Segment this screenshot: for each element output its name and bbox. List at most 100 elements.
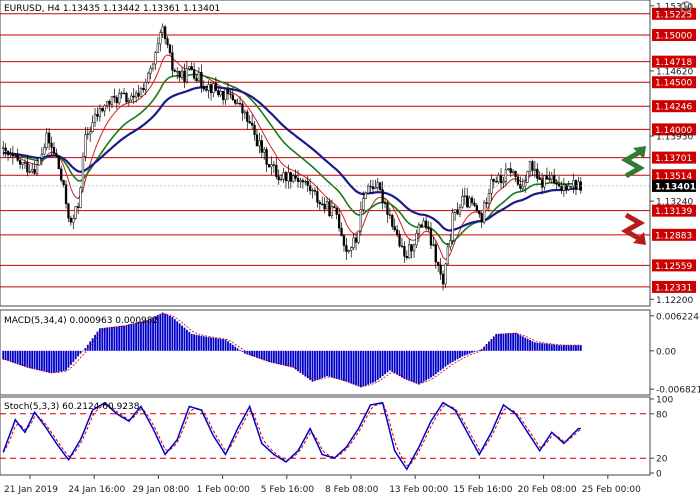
macd-bar: [265, 350, 268, 362]
macd-bar: [456, 350, 459, 360]
settings-icon[interactable]: [680, 1, 692, 13]
candle-body: [173, 69, 176, 72]
macd-bar: [108, 327, 111, 351]
macd-bar: [372, 350, 374, 383]
macd-bar: [405, 350, 408, 380]
stoch-tick-label: 20: [656, 455, 668, 465]
time-tick-label: 29 Jan 08:00: [132, 485, 189, 495]
macd-bar: [434, 350, 437, 375]
macd-bar: [171, 317, 174, 351]
candle-body: [550, 175, 553, 180]
candle-body: [144, 81, 147, 91]
macd-bar: [152, 317, 154, 351]
candle-body: [277, 176, 280, 181]
candle-body: [321, 203, 324, 205]
macd-bar: [31, 350, 34, 369]
macd-bar: [231, 344, 234, 351]
macd-bar: [292, 350, 295, 368]
macd-bar: [328, 350, 331, 377]
macd-bar: [251, 350, 254, 357]
macd-bar: [161, 312, 164, 351]
macd-bar: [227, 341, 229, 351]
macd-bar: [200, 335, 203, 351]
macd-bar: [111, 326, 113, 351]
macd-bar: [553, 344, 556, 351]
candle-body: [120, 92, 123, 95]
candle-body: [142, 88, 145, 91]
macd-bar: [560, 345, 563, 351]
macd-bar: [362, 350, 365, 387]
price-levels: 1.15225 1.15000 1.14718 1.14500 1.14246 1.140…: [0, 7, 696, 293]
macd-bar: [38, 350, 41, 371]
macd-bar: [16, 350, 19, 365]
candle-body: [202, 86, 205, 90]
macd-bar: [425, 350, 428, 381]
candle-body: [76, 206, 80, 208]
candle-body: [424, 220, 428, 229]
macd-bar: [53, 350, 55, 373]
macd-bar: [181, 325, 183, 351]
macd-tick-label: 0.00: [656, 347, 676, 357]
macd-bar: [91, 338, 94, 351]
candle-body: [540, 179, 544, 188]
candle-body: [105, 101, 109, 106]
macd-bar: [519, 335, 522, 351]
candle-body: [357, 230, 360, 243]
candle-body: [118, 93, 121, 104]
candle-body: [398, 233, 401, 247]
macd-bar: [352, 350, 355, 385]
candle-body: [52, 147, 56, 154]
candle-body: [18, 160, 22, 165]
macd-bar: [420, 350, 423, 384]
macd-bar: [142, 321, 145, 351]
candle-body: [57, 155, 60, 170]
candle-body: [417, 224, 421, 234]
macd-bar: [495, 333, 498, 351]
macd-bar: [176, 321, 179, 351]
stoch-tick-label: 100: [656, 396, 673, 406]
candle-body: [296, 178, 300, 182]
candle-body: [514, 170, 517, 178]
level-label-bg: [652, 259, 696, 272]
candle-body: [166, 38, 169, 46]
candle-body: [217, 90, 220, 96]
macd-bar: [234, 346, 237, 351]
level-label-bg: [652, 7, 696, 20]
price-tick-label: 1.12200: [656, 296, 693, 306]
candle-body: [330, 206, 334, 217]
candle-body: [562, 184, 566, 191]
candle-body: [180, 70, 184, 78]
candle-body: [567, 185, 570, 190]
level-label-bg: [652, 151, 696, 164]
candle-body: [354, 237, 358, 243]
time-tick-label: 1 Feb 00:00: [197, 485, 251, 495]
macd-bar: [454, 350, 457, 361]
macd-bar: [178, 323, 181, 351]
stoch-main-line: [2, 401, 581, 471]
macd-bar: [214, 338, 217, 351]
candle-body: [470, 197, 474, 204]
macd-bar: [98, 328, 101, 351]
candle-body: [439, 264, 442, 275]
macd-bar: [357, 350, 360, 387]
level-label-bg: [652, 204, 696, 217]
macd-bar: [219, 338, 222, 351]
macd-bar: [437, 350, 440, 373]
candle-body: [74, 206, 77, 219]
candle-body: [26, 162, 29, 173]
macd-bar: [55, 350, 58, 373]
level-label: 1.12559: [655, 262, 692, 272]
candle-body: [437, 261, 440, 266]
macd-bar: [432, 350, 435, 377]
macd-bar: [36, 350, 38, 370]
candle-body: [197, 71, 201, 82]
macd-bar: [403, 350, 406, 379]
macd-bar: [115, 326, 118, 351]
candle-body: [270, 164, 273, 168]
macd-bar: [500, 333, 502, 351]
macd-bar: [478, 350, 481, 351]
macd-bar: [67, 350, 70, 368]
candle-body: [122, 92, 126, 95]
candle-body: [265, 149, 268, 165]
time-tick-label: 15 Feb 16:00: [453, 485, 512, 495]
